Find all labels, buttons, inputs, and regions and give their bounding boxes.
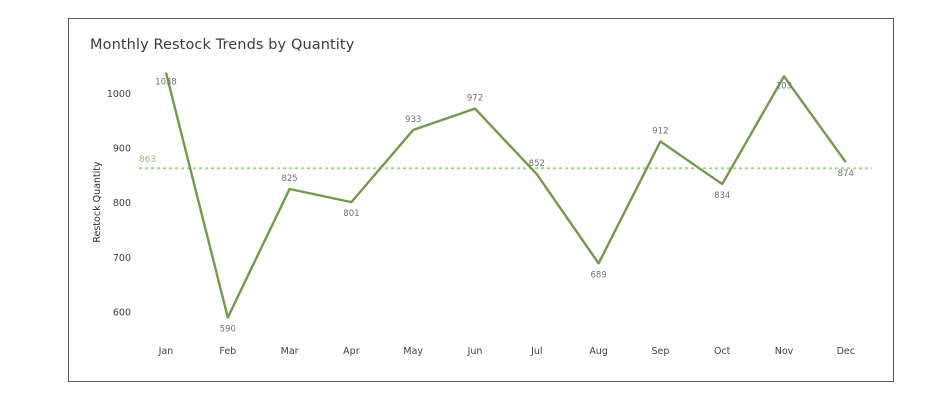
data-labels: 1038 590 825 801 933 972 852 689 912 834 103 874 <box>155 78 854 335</box>
y-axis-ticks: 600 700 800 900 1000 <box>107 89 131 319</box>
x-tick-label: Jan <box>158 346 174 357</box>
chart-title: Monthly Restock Trends by Quantity <box>90 37 355 53</box>
average-label: 863 <box>139 155 156 165</box>
data-label: 1038 <box>155 78 177 88</box>
x-tick-label: Nov <box>775 346 794 357</box>
x-tick-label: Dec <box>837 346 855 357</box>
x-tick-label: Sep <box>651 346 669 357</box>
data-label: 874 <box>838 169 854 179</box>
data-label: 834 <box>714 191 730 201</box>
y-tick-label: 800 <box>113 198 131 209</box>
x-tick-label: Jul <box>530 346 542 357</box>
x-axis-ticks: Jan Feb Mar Apr May Jun Jul Aug Sep Oct Nov Dec <box>158 346 855 357</box>
y-axis-label: Restock Quantity <box>92 161 103 243</box>
x-tick-label: May <box>403 346 423 357</box>
data-label: 689 <box>590 270 606 280</box>
average-reference: 863 <box>139 155 872 170</box>
y-tick-label: 900 <box>113 143 131 154</box>
x-tick-label: Mar <box>281 346 299 357</box>
y-tick-label: 700 <box>113 253 131 264</box>
data-label: 825 <box>281 174 297 184</box>
data-label: 103 <box>776 81 792 91</box>
series-line <box>164 72 847 319</box>
data-label: 590 <box>220 324 236 334</box>
x-tick-label: Oct <box>714 346 731 357</box>
data-label: 801 <box>343 209 359 219</box>
x-tick-label: Feb <box>219 346 236 357</box>
data-label: 912 <box>652 126 668 136</box>
data-label: 972 <box>467 94 483 104</box>
x-tick-label: Aug <box>589 346 608 357</box>
y-tick-label: 1000 <box>107 89 131 100</box>
y-tick-label: 600 <box>113 308 131 319</box>
data-label: 933 <box>405 115 421 125</box>
data-label: 852 <box>529 159 545 169</box>
x-tick-label: Jun <box>467 346 483 357</box>
x-tick-label: Apr <box>343 346 360 357</box>
series-group <box>164 72 847 319</box>
chart-card <box>68 18 894 382</box>
